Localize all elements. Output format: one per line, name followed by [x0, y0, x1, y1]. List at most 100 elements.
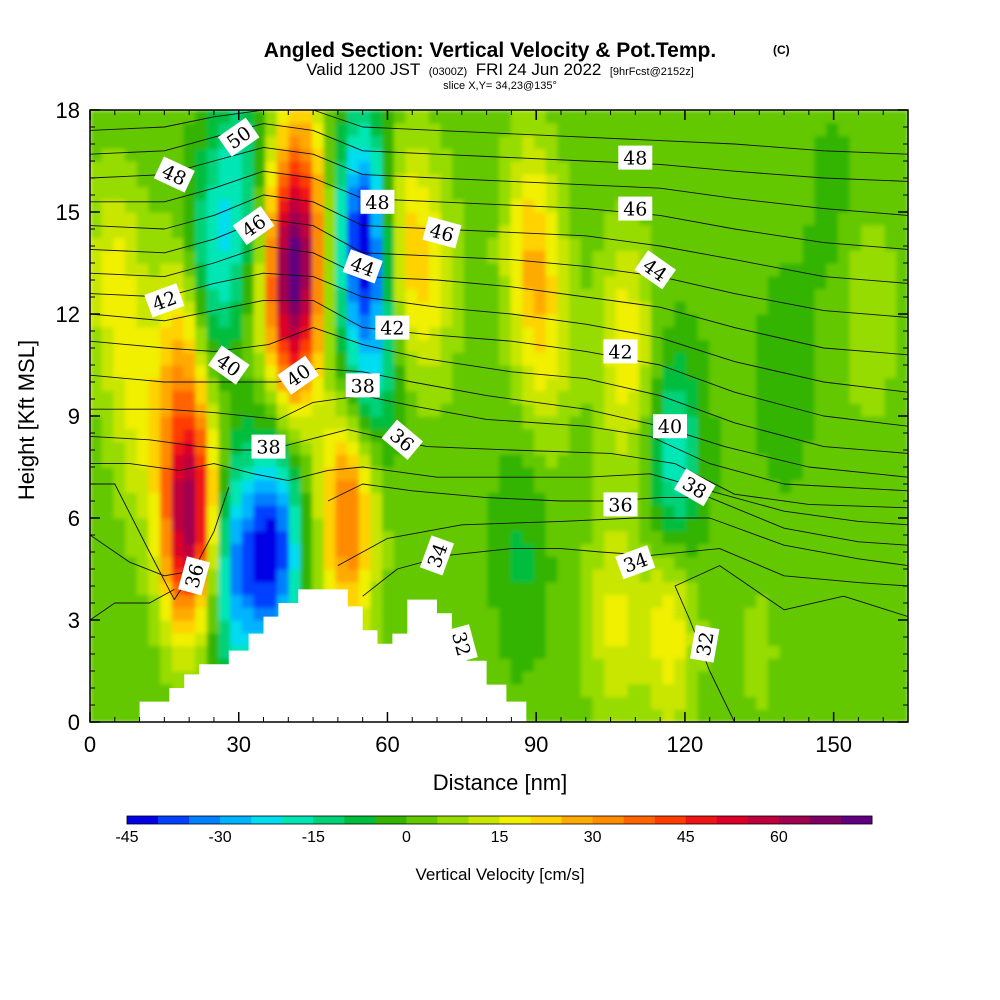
velocity-cell [849, 339, 862, 353]
velocity-cell [569, 696, 582, 710]
velocity-cell [592, 275, 605, 290]
velocity-cell [767, 441, 781, 455]
velocity-cell [148, 390, 161, 404]
contour-label-text: 40 [658, 416, 682, 438]
velocity-cell [721, 658, 734, 672]
velocity-cell [615, 581, 629, 596]
velocity-cell [721, 683, 734, 698]
velocity-cell [557, 339, 570, 353]
velocity-cell [709, 569, 722, 583]
velocity-cell [452, 275, 465, 290]
velocity-cell [837, 403, 851, 417]
velocity-cell [650, 658, 664, 672]
velocity-cell [393, 492, 407, 506]
velocity-cell [580, 518, 594, 532]
velocity-cell [849, 110, 862, 124]
velocity-cell [417, 505, 430, 519]
velocity-cell [160, 390, 173, 404]
velocity-cell [499, 339, 512, 353]
velocity-cell [171, 518, 185, 532]
velocity-cell [522, 543, 535, 557]
velocity-cell [195, 505, 208, 519]
velocity-cell [113, 326, 126, 341]
velocity-cell [522, 518, 535, 532]
velocity-cell [417, 467, 430, 481]
velocity-cell [253, 275, 266, 290]
velocity-cell [463, 326, 477, 341]
velocity-cell [861, 696, 874, 710]
colorbar-swatch [592, 816, 625, 824]
velocity-cell [709, 696, 722, 710]
velocity-cell [195, 199, 208, 213]
velocity-cell [767, 250, 781, 264]
velocity-cell [756, 441, 769, 455]
velocity-cell [393, 339, 407, 353]
velocity-cell [802, 492, 816, 506]
velocity-cell [136, 301, 150, 315]
velocity-cell [136, 224, 150, 239]
velocity-cell [265, 122, 278, 137]
velocity-cell [779, 658, 792, 672]
velocity-cell [160, 556, 173, 570]
velocity-cell [113, 569, 126, 583]
velocity-cell [241, 454, 255, 468]
velocity-cell [545, 581, 559, 596]
velocity-cell [487, 263, 500, 277]
velocity-cell [779, 620, 792, 634]
velocity-cell [592, 390, 605, 404]
velocity-cell [206, 326, 220, 341]
velocity-cell [779, 148, 792, 162]
velocity-cell [791, 696, 804, 710]
velocity-cell [709, 403, 722, 417]
velocity-cell [113, 148, 126, 162]
velocity-cell [615, 186, 629, 200]
velocity-cell [463, 377, 477, 392]
velocity-cell [639, 301, 652, 315]
velocity-cell [347, 352, 360, 366]
velocity-cell [557, 135, 570, 149]
velocity-cell [569, 581, 582, 596]
velocity-cell [218, 479, 231, 494]
velocity-cell [604, 110, 617, 124]
velocity-cell [685, 288, 699, 302]
velocity-cell [896, 288, 908, 302]
velocity-cell [335, 479, 348, 494]
velocity-cell [101, 161, 114, 175]
velocity-cell [580, 224, 594, 239]
velocity-cell [183, 632, 196, 647]
velocity-cell [814, 326, 827, 341]
velocity-cell [756, 377, 769, 392]
velocity-cell [592, 479, 605, 494]
velocity-cell [685, 671, 699, 685]
velocity-cell [861, 377, 874, 392]
velocity-cell [125, 696, 138, 710]
velocity-cell [101, 530, 114, 545]
velocity-cell [218, 645, 231, 659]
velocity-cell [487, 110, 500, 124]
velocity-cell [697, 148, 710, 162]
velocity-cell [861, 275, 874, 290]
velocity-cell [732, 314, 745, 328]
velocity-cell [440, 275, 453, 290]
velocity-cell [125, 135, 138, 149]
velocity-cell [580, 556, 594, 570]
velocity-cell [709, 671, 722, 685]
velocity-cell [218, 569, 231, 583]
velocity-cell [452, 135, 465, 149]
velocity-cell [849, 492, 862, 506]
velocity-cell [522, 365, 535, 379]
velocity-cell [475, 607, 488, 621]
velocity-cell [113, 632, 126, 647]
velocity-cell [837, 683, 851, 698]
velocity-cell [382, 148, 395, 162]
velocity-cell [230, 237, 243, 251]
velocity-cell [650, 479, 664, 494]
velocity-cell [884, 148, 897, 162]
velocity-cell [650, 365, 664, 379]
velocity-cell [569, 492, 582, 506]
velocity-cell [160, 416, 173, 430]
velocity-cell [872, 377, 886, 392]
velocity-cell [276, 339, 290, 353]
velocity-cell [428, 161, 442, 175]
velocity-cell [276, 543, 290, 557]
